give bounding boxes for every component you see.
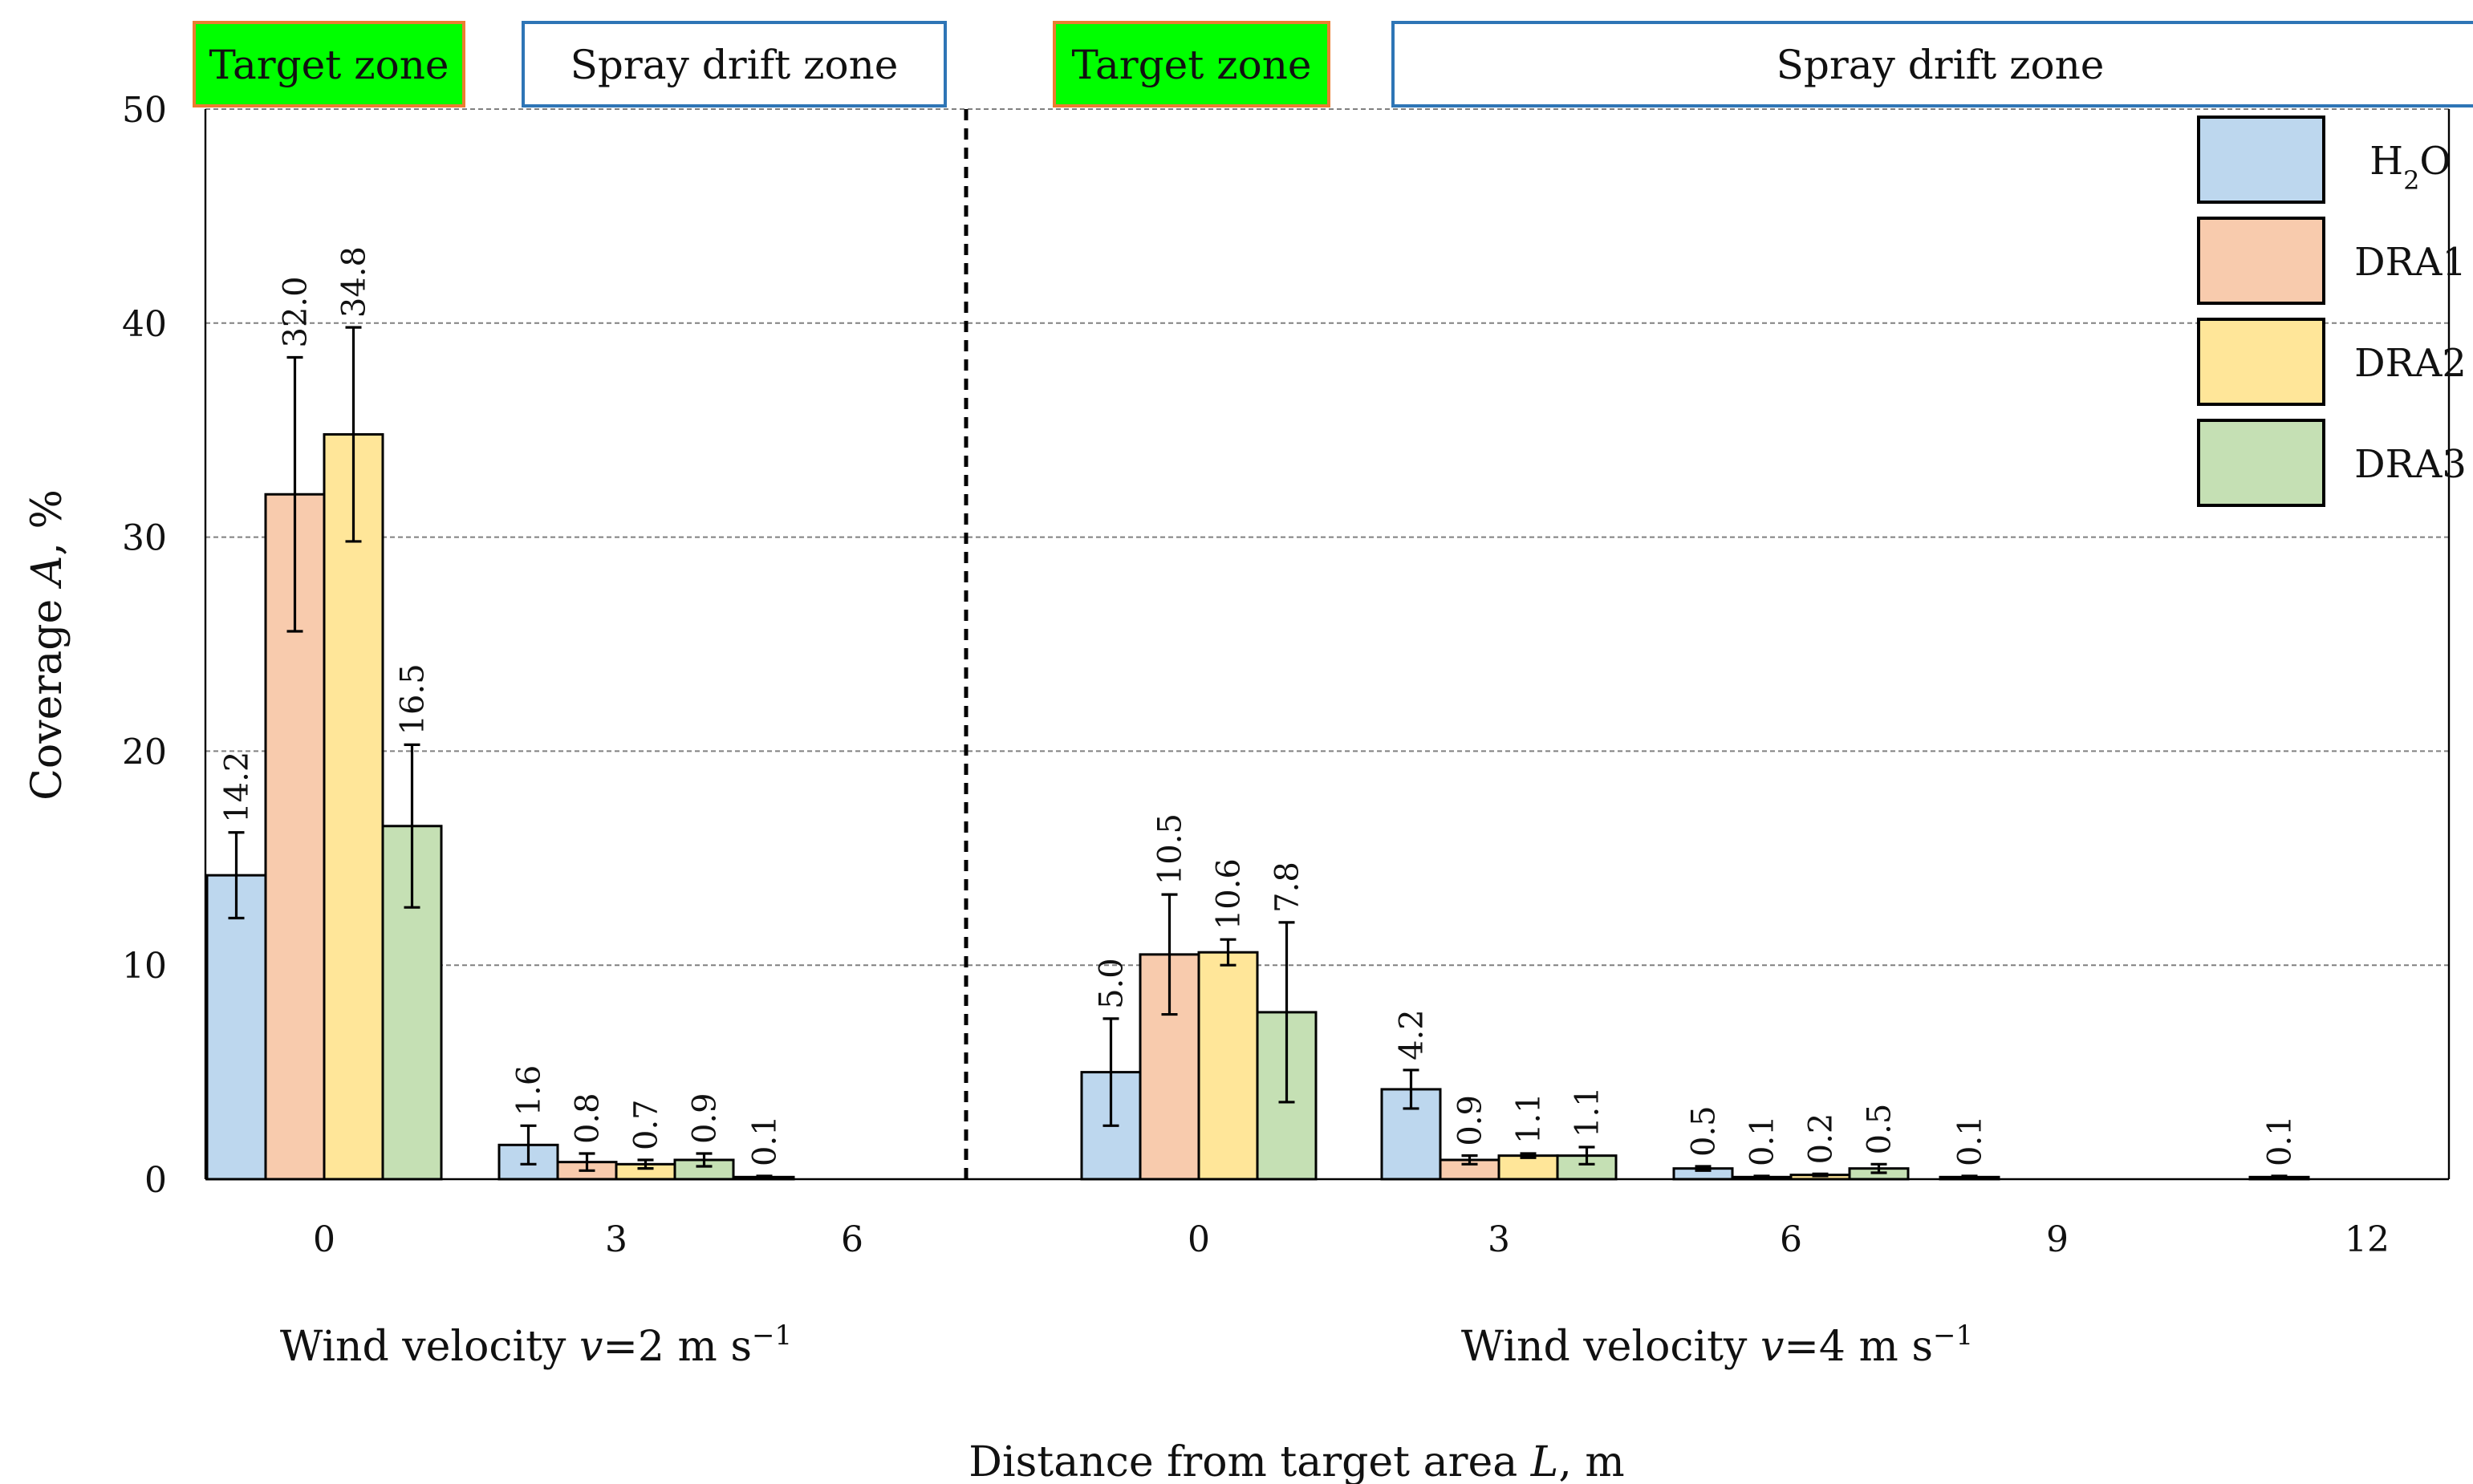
x-tick-label: 6: [1780, 1219, 1802, 1260]
error-bar: [579, 1152, 595, 1172]
error-bar: [1578, 1145, 1595, 1166]
target-zone-box: [1053, 21, 1330, 107]
value-label: 0.7: [628, 1099, 665, 1150]
value-label: 0.9: [1452, 1095, 1489, 1146]
y-axis-title: Coverage A, %: [23, 489, 71, 801]
value-label: 0.1: [747, 1115, 784, 1166]
value-label: 10.5: [1152, 813, 1189, 885]
legend: H2O DRA1 DRA2 DRA3: [2197, 116, 2467, 507]
error-bar: [696, 1152, 713, 1168]
x-axis-title: Distance from target area L, m: [968, 1438, 1624, 1484]
legend-label-dra3: DRA3: [2354, 442, 2467, 487]
value-label: 0.5: [1862, 1104, 1898, 1155]
error-bar: [1102, 1017, 1119, 1127]
error-bar: [286, 355, 303, 633]
drift-zone-box: [1391, 21, 2473, 107]
legend-label-dra2: DRA2: [2354, 341, 2467, 386]
panel-caption: Wind velocity v=2 m s−1: [280, 1320, 792, 1371]
error-bar: [1753, 1174, 1770, 1180]
target-zone-label: Target zone: [1072, 42, 1312, 88]
drift-zone-label: Spray drift zone: [571, 42, 899, 88]
legend-swatch-dra1: [2197, 217, 2325, 305]
x-tick-label: 3: [1488, 1219, 1510, 1260]
value-label: 1.6: [511, 1065, 548, 1117]
legend-label-dra1: DRA1: [2354, 240, 2467, 285]
target-zone-box: [193, 21, 465, 107]
legend-swatch-dra2: [2197, 318, 2325, 406]
target-zone-label: Target zone: [209, 42, 449, 88]
value-label: 0.1: [1744, 1115, 1781, 1166]
error-bar: [2271, 1174, 2288, 1180]
x-tick-label: 6: [841, 1219, 863, 1260]
value-label: 0.1: [2262, 1115, 2299, 1166]
panel-caption: Wind velocity v=4 m s−1: [1461, 1320, 1973, 1371]
error-bar: [1220, 938, 1236, 967]
error-bar: [1161, 893, 1178, 1016]
value-label: 0.5: [1686, 1105, 1723, 1157]
bar-h2o: [205, 874, 267, 1181]
x-tick-label: 12: [2345, 1219, 2390, 1260]
value-label: 4.2: [1394, 1009, 1431, 1060]
drift-zone-box: [522, 21, 947, 107]
x-tick-label: 3: [605, 1219, 627, 1260]
x-tick-label: 9: [2046, 1219, 2069, 1260]
y-tick-label: 30: [122, 518, 167, 559]
value-label: 34.8: [336, 246, 373, 318]
y-tick-label: 0: [144, 1160, 167, 1201]
bar-dra2: [1497, 1154, 1559, 1181]
bar-dra1: [264, 493, 326, 1181]
error-bar: [1812, 1172, 1829, 1178]
x-tick-label: 0: [1188, 1219, 1210, 1260]
error-bar: [1520, 1152, 1537, 1159]
bar-dra2: [1197, 951, 1259, 1181]
error-bar: [756, 1174, 773, 1180]
error-bar: [1461, 1154, 1478, 1166]
value-label: 0.2: [1803, 1113, 1840, 1165]
error-bar: [404, 743, 420, 909]
value-label: 1.1: [1511, 1093, 1548, 1144]
value-label: 0.1: [1952, 1115, 1989, 1166]
error-bar: [1870, 1162, 1887, 1174]
value-label: 10.6: [1211, 858, 1248, 930]
error-bar: [1403, 1068, 1419, 1110]
x-tick-label: 0: [313, 1219, 335, 1260]
bar-dra2: [323, 433, 384, 1181]
value-label: 14.2: [219, 752, 256, 823]
y-tick-label: 20: [122, 732, 167, 772]
legend-label-h2o: H2O: [2369, 139, 2451, 196]
error-bar: [1695, 1165, 1712, 1172]
value-label: 7.8: [1269, 862, 1306, 913]
error-bar: [520, 1124, 537, 1166]
value-label: 0.9: [687, 1093, 724, 1144]
error-bar: [1278, 921, 1295, 1104]
error-bar: [1961, 1174, 1978, 1180]
value-label: 32.0: [278, 276, 315, 347]
value-label: 16.5: [395, 663, 432, 735]
value-label: 0.8: [570, 1093, 607, 1144]
y-tick-label: 40: [122, 304, 167, 345]
value-label: 5.0: [1094, 958, 1131, 1009]
y-tick-label: 10: [122, 946, 167, 987]
error-bar: [345, 326, 362, 543]
y-tick-label: 50: [122, 90, 167, 131]
legend-swatch-dra3: [2197, 419, 2325, 507]
drift-zone-label: Spray drift zone: [1777, 42, 2105, 88]
gridlines: [205, 108, 2449, 967]
error-bar: [228, 831, 245, 920]
value-label: 1.1: [1569, 1086, 1606, 1137]
error-bar: [637, 1158, 654, 1170]
legend-swatch-h2o: [2197, 116, 2325, 204]
